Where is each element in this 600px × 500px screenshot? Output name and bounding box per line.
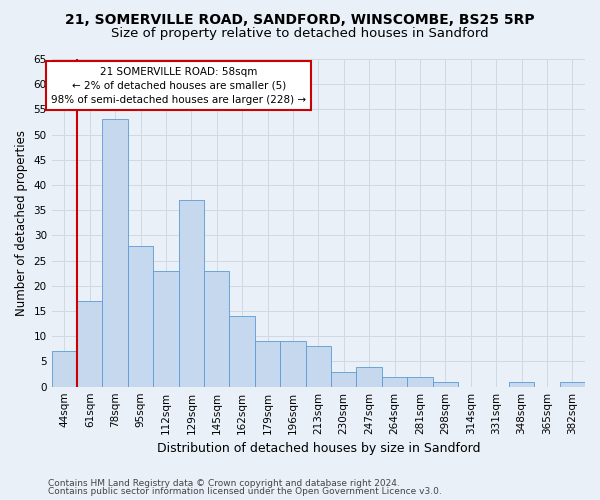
Bar: [179, 200, 204, 386]
Bar: [382, 376, 407, 386]
Bar: [331, 372, 356, 386]
Bar: [280, 342, 305, 386]
Text: 21 SOMERVILLE ROAD: 58sqm
← 2% of detached houses are smaller (5)
98% of semi-de: 21 SOMERVILLE ROAD: 58sqm ← 2% of detach…: [51, 66, 306, 104]
Bar: [407, 376, 433, 386]
Bar: [103, 120, 128, 386]
Text: Size of property relative to detached houses in Sandford: Size of property relative to detached ho…: [111, 28, 489, 40]
Bar: [356, 366, 382, 386]
Y-axis label: Number of detached properties: Number of detached properties: [15, 130, 28, 316]
Text: 21, SOMERVILLE ROAD, SANDFORD, WINSCOMBE, BS25 5RP: 21, SOMERVILLE ROAD, SANDFORD, WINSCOMBE…: [65, 12, 535, 26]
Bar: [52, 352, 77, 386]
Bar: [433, 382, 458, 386]
Bar: [509, 382, 534, 386]
Bar: [560, 382, 585, 386]
Bar: [204, 270, 229, 386]
Text: Contains public sector information licensed under the Open Government Licence v3: Contains public sector information licen…: [48, 487, 442, 496]
Bar: [229, 316, 255, 386]
Bar: [153, 270, 179, 386]
Bar: [77, 301, 103, 386]
Text: Contains HM Land Registry data © Crown copyright and database right 2024.: Contains HM Land Registry data © Crown c…: [48, 478, 400, 488]
X-axis label: Distribution of detached houses by size in Sandford: Distribution of detached houses by size …: [157, 442, 480, 455]
Bar: [255, 342, 280, 386]
Bar: [128, 246, 153, 386]
Bar: [305, 346, 331, 387]
